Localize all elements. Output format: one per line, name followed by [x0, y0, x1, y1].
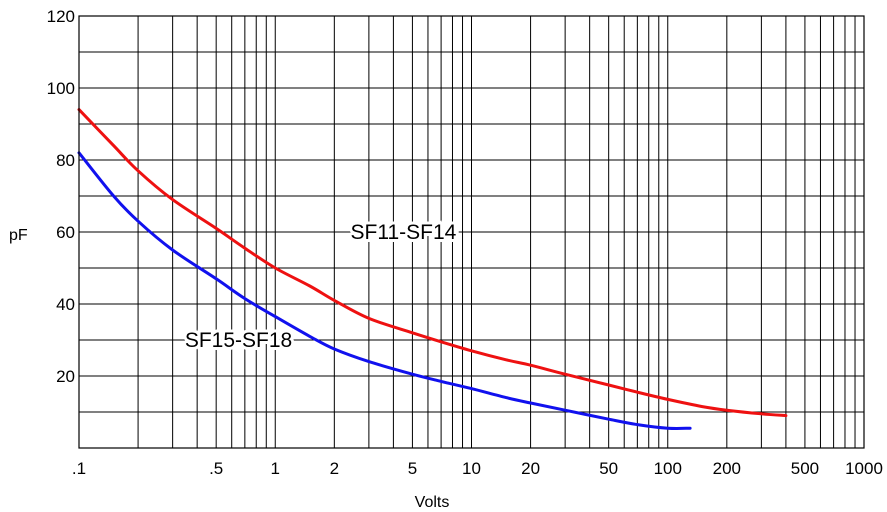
x-tick-label: 20: [521, 459, 540, 478]
y-tick-label: 80: [56, 151, 75, 170]
x-tick-label: 1000: [845, 459, 883, 478]
series-label-sf11-sf14: SF11-SF14: [351, 221, 457, 244]
x-tick-label: 1: [271, 459, 280, 478]
x-tick-label: 100: [654, 459, 682, 478]
series-line-sf11-sf14: [77, 108, 788, 418]
x-axis-label: Volts: [415, 494, 450, 511]
series-labels: SF11-SF14 SF15-SF18: [182, 218, 460, 355]
x-tick-label: .1: [72, 459, 86, 478]
y-tick-label: 60: [56, 223, 75, 242]
y-tick-label: 40: [56, 295, 75, 314]
grid-major-lines: [79, 51, 864, 413]
series-line-sf15-sf18: [77, 151, 692, 430]
y-axis-label: pF: [9, 227, 28, 244]
x-tick-label: 2: [330, 459, 339, 478]
y-tick-label: 120: [47, 7, 75, 26]
y-tick-labels: 20 40 60 80 100 120: [47, 7, 75, 386]
x-tick-label: 200: [713, 459, 741, 478]
x-tick-label: .5: [209, 459, 223, 478]
x-tick-label: 50: [599, 459, 618, 478]
x-tick-label: 10: [462, 459, 481, 478]
series-lines: [77, 108, 788, 430]
x-tick-labels: .1 .5 1 2 5 10 20 50 100 200 500 1000: [72, 459, 883, 478]
y-tick-label: 20: [56, 367, 75, 386]
y-tick-label: 100: [47, 79, 75, 98]
series-label-sf15-sf18: SF15-SF18: [185, 329, 292, 352]
plot-frame: [78, 15, 865, 449]
x-tick-label: 5: [408, 459, 417, 478]
x-tick-label: 500: [791, 459, 819, 478]
